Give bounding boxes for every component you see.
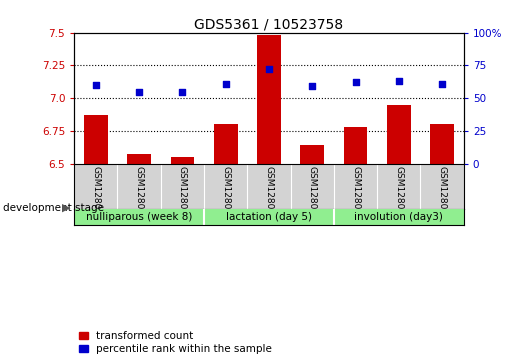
Text: GSM1280906: GSM1280906 [135, 166, 144, 227]
Text: development stage: development stage [3, 203, 104, 213]
Text: GSM1280907: GSM1280907 [178, 166, 187, 227]
Point [351, 79, 360, 85]
Text: GSM1280911: GSM1280911 [351, 166, 360, 227]
Bar [430, 124, 454, 164]
Point [438, 81, 446, 87]
Bar [343, 127, 367, 164]
Point [92, 82, 100, 88]
Title: GDS5361 / 10523758: GDS5361 / 10523758 [195, 17, 343, 32]
Text: nulliparous (week 8): nulliparous (week 8) [86, 212, 192, 222]
Bar [84, 115, 108, 164]
Point [394, 78, 403, 84]
Legend: transformed count, percentile rank within the sample: transformed count, percentile rank withi… [80, 331, 272, 354]
Point [135, 89, 143, 94]
Bar [257, 35, 281, 164]
Text: GSM1280910: GSM1280910 [308, 166, 317, 227]
Text: involution (day3): involution (day3) [355, 212, 443, 222]
Point [308, 83, 316, 89]
Point [222, 81, 230, 87]
Bar [171, 157, 195, 164]
Text: lactation (day 5): lactation (day 5) [226, 212, 312, 222]
Bar [301, 145, 324, 164]
Bar [214, 124, 237, 164]
Point [265, 66, 273, 72]
Point [178, 89, 187, 94]
Text: GSM1280908: GSM1280908 [221, 166, 230, 227]
Text: GSM1280905: GSM1280905 [91, 166, 100, 227]
Bar [387, 105, 411, 164]
Text: GSM1280912: GSM1280912 [394, 166, 403, 227]
Text: GSM1280913: GSM1280913 [438, 166, 447, 227]
Text: GSM1280909: GSM1280909 [264, 166, 273, 227]
Bar [127, 154, 151, 164]
Text: ▶: ▶ [62, 203, 70, 213]
